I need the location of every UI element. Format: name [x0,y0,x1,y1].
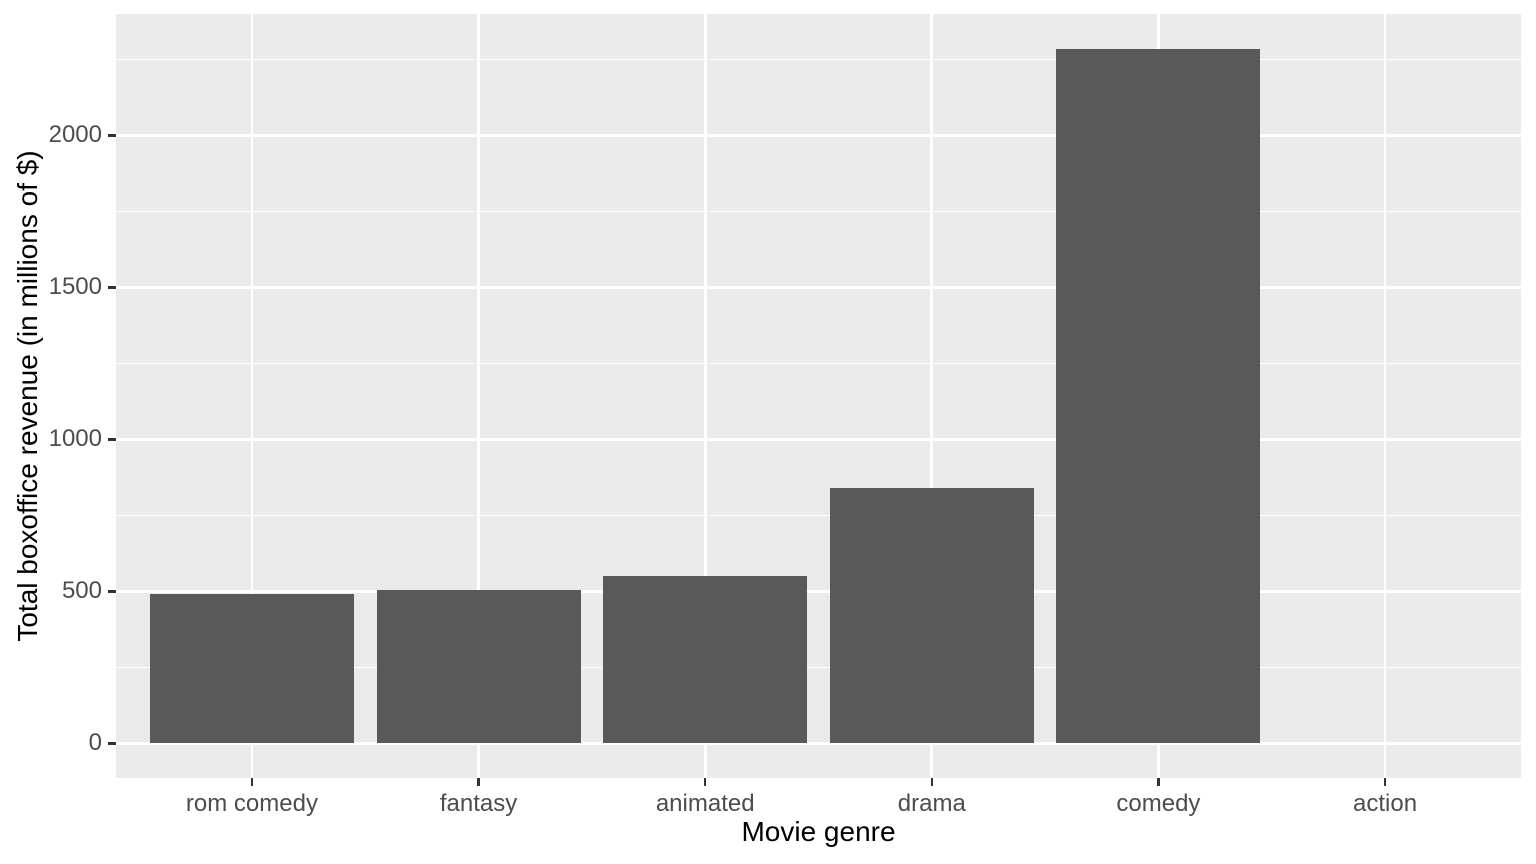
x-tick-mark [477,778,480,786]
x-tick-label: animated [655,790,755,817]
category-gridline [1383,14,1387,778]
y-tick-mark [108,134,116,137]
major-gridline [116,285,1521,289]
x-tick-mark [930,778,934,786]
bar-fantasy [376,589,581,744]
minor-gridline [116,58,1521,61]
x-axis-title: Movie genre [741,816,896,847]
y-tick-label: 1500 [48,273,102,301]
x-tick-mark [703,778,707,786]
minor-gridline [116,210,1521,213]
x-tick-label: comedy [1116,790,1201,817]
category-gridline [250,14,254,778]
category-gridline [477,14,480,778]
major-gridline [116,741,1521,745]
major-gridline [116,133,1521,137]
y-axis-title: Total boxoffice revenue (in millions of … [12,150,43,642]
x-tick-mark [250,778,254,786]
y-tick-mark [108,742,116,745]
x-tick-mark [1157,778,1160,786]
y-tick-mark [108,438,116,441]
bar-animated [603,576,808,744]
y-tick-label: 2000 [48,121,102,149]
x-tick-label: rom comedy [185,790,318,817]
bar-drama [829,487,1034,744]
category-gridline [703,14,707,778]
minor-gridline [116,362,1521,365]
y-tick-label: 0 [88,729,102,757]
category-gridline [930,14,934,778]
major-gridline [116,437,1521,441]
minor-gridline [116,514,1521,517]
major-gridline [116,589,1521,593]
x-tick-label: drama [897,790,966,817]
bar-rom-comedy [149,594,354,744]
bar-comedy [1056,48,1261,744]
x-tick-label: action [1353,790,1418,817]
x-tick-label: fantasy [439,790,518,817]
y-tick-mark [108,286,116,289]
y-tick-label: 1000 [48,425,102,453]
plot-panel [116,14,1521,778]
x-tick-mark [1383,778,1387,786]
minor-gridline [116,666,1521,669]
y-tick-label: 500 [61,577,102,605]
y-tick-mark [108,590,116,593]
